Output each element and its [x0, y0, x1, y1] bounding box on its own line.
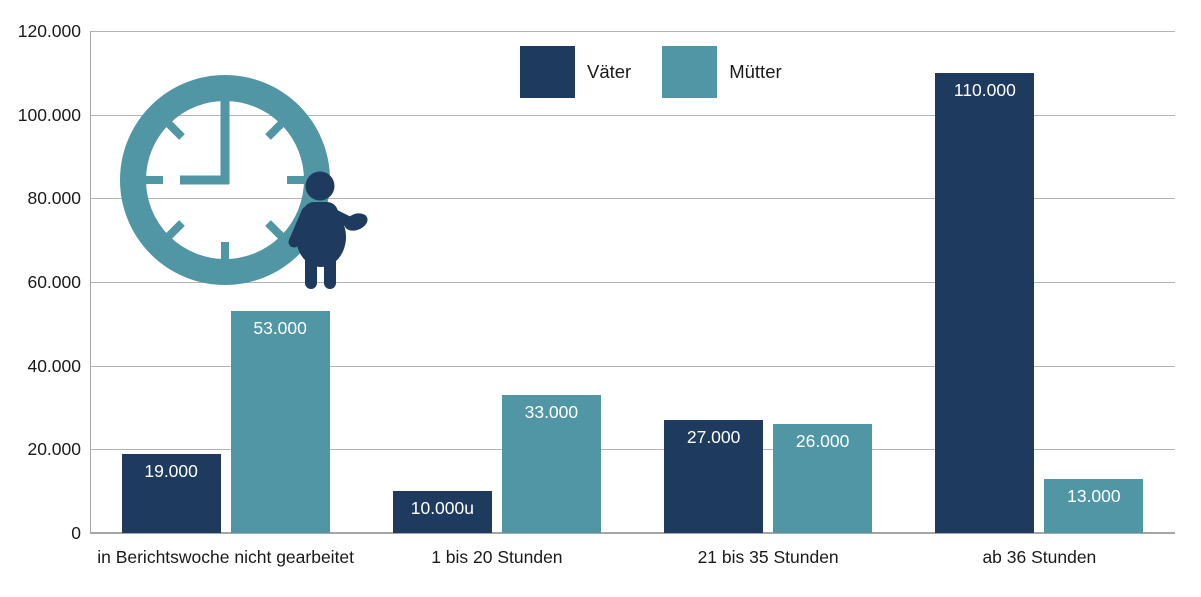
legend-swatch-muetter — [662, 46, 718, 98]
person-icon — [288, 171, 368, 289]
x-axis-line — [90, 532, 1175, 534]
bar-value-label: 10.000u — [410, 498, 474, 519]
bar-value-label: 27.000 — [686, 427, 741, 448]
gridline — [90, 31, 1175, 32]
x-axis-category-label: 1 bis 20 Stunden — [431, 547, 563, 567]
bar-value-label: 19.000 — [144, 460, 198, 481]
gridline — [90, 449, 1175, 451]
legend-item-vaeter: Väter — [520, 46, 631, 98]
gridline — [90, 198, 1175, 200]
y-axis-tick-label: 60.000 — [27, 272, 81, 292]
legend-label-vaeter: Väter — [587, 61, 632, 82]
bar-value-label: 33.000 — [524, 401, 579, 422]
y-axis-tick-label: 40.000 — [27, 355, 81, 376]
bar-mtter-0: 53.000 — [230, 311, 330, 533]
y-axis-tick-label: 100.000 — [17, 104, 81, 125]
bar-value-label: 26.000 — [795, 431, 850, 452]
gridline — [90, 365, 1175, 367]
legend-item-muetter: Mütter — [662, 46, 782, 98]
y-axis-tick-label: 80.000 — [27, 188, 81, 209]
x-axis-category-label: 21 bis 35 Stunden — [697, 547, 839, 567]
y-axis-tick-label: 120.000 — [17, 21, 81, 41]
bar-vter-3: 110.000 — [935, 72, 1035, 533]
y-axis-tick-label: 0 — [71, 523, 81, 543]
bar-value-label: 110.000 — [953, 79, 1016, 100]
bar-vter-0: 19.000 — [121, 453, 221, 533]
y-axis-line — [90, 31, 91, 533]
legend: Väter Mütter — [520, 46, 813, 98]
bar-mtter-3: 13.000 — [1044, 478, 1144, 533]
bar-vter-1: 10.000u — [392, 491, 492, 533]
bar-vter-2: 27.000 — [664, 420, 764, 533]
legend-label-muetter: Mütter — [729, 61, 782, 82]
bar-mtter-1: 33.000 — [501, 394, 601, 533]
bar-mtter-2: 26.000 — [773, 424, 873, 533]
legend-swatch-vaeter — [520, 46, 575, 98]
gridline — [90, 114, 1175, 116]
y-axis-tick-label: 20.000 — [27, 439, 81, 460]
x-axis-category-label: in Berichtswoche nicht gearbeitet — [97, 547, 355, 567]
gridline — [90, 282, 1175, 283]
x-axis-category-label: ab 36 Stunden — [982, 547, 1097, 567]
bar-value-label: 53.000 — [253, 318, 307, 339]
bar-value-label: 13.000 — [1067, 485, 1121, 506]
clock-person-illustration — [120, 75, 368, 289]
